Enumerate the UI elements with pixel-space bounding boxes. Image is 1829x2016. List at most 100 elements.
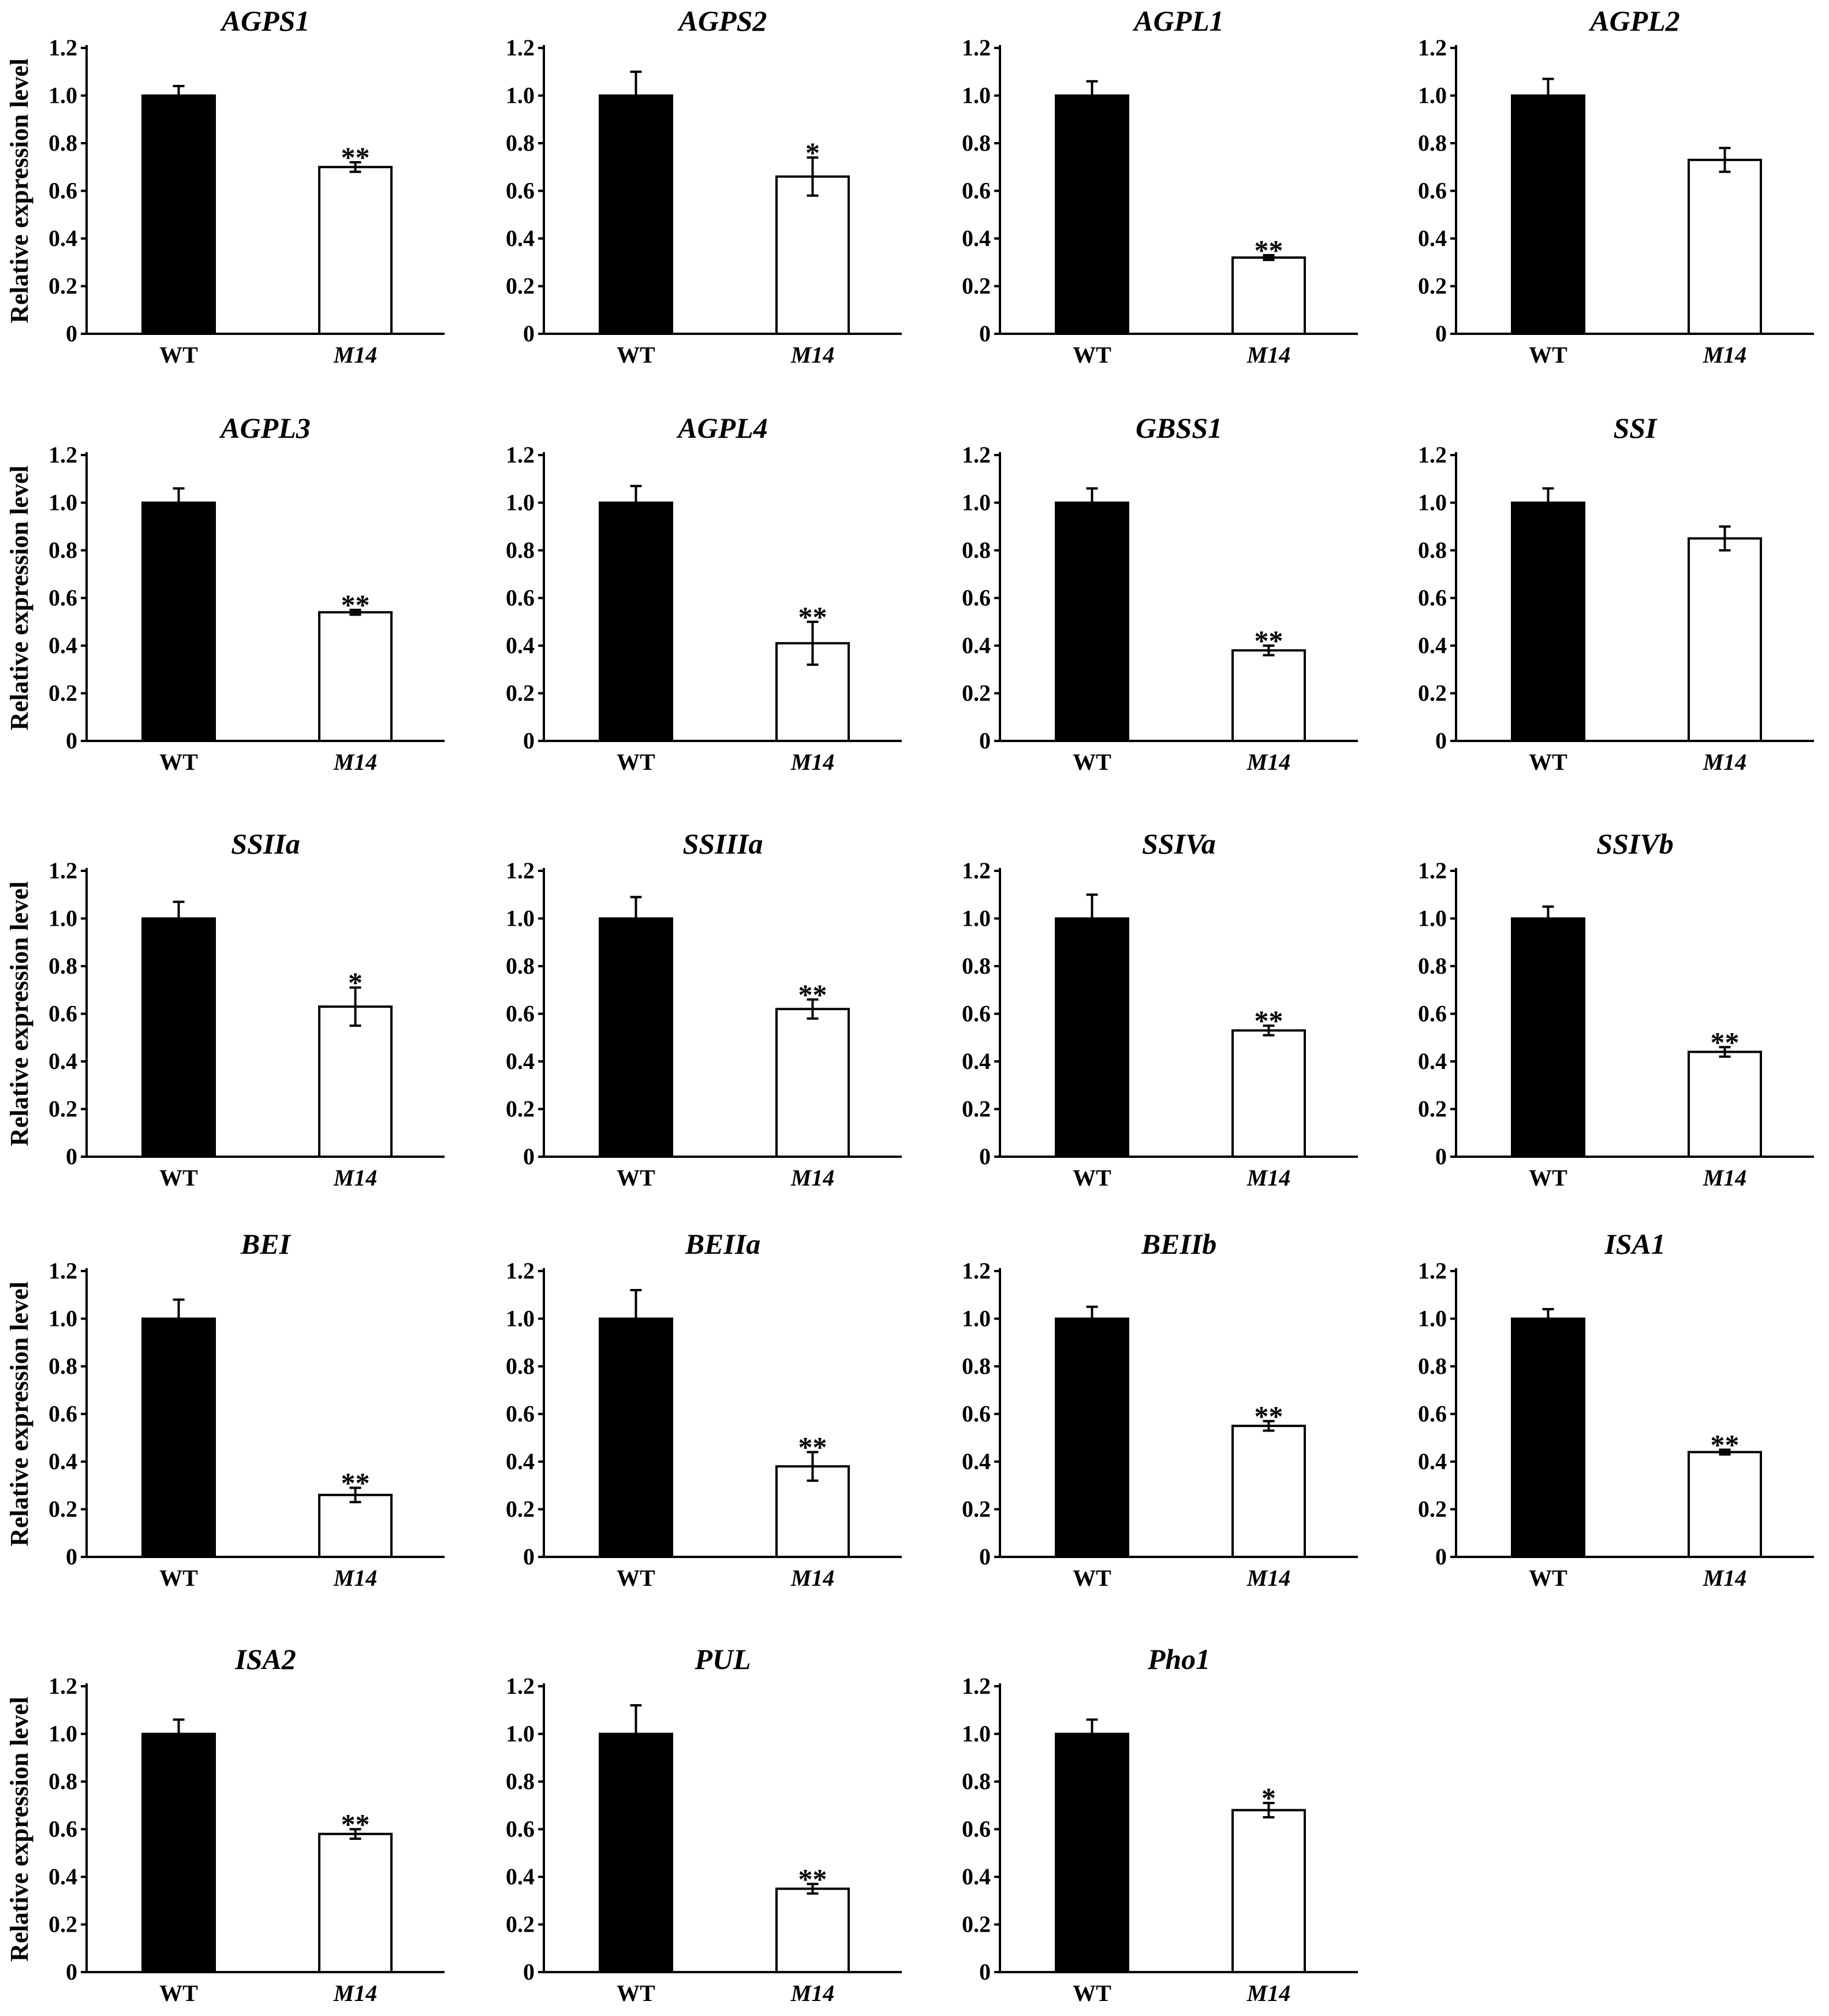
y-tick-label: 0 (979, 728, 991, 754)
error-bar-wt (1542, 487, 1554, 519)
y-tick-label: 0.6 (48, 178, 77, 204)
bar-m14 (1231, 256, 1306, 335)
y-tick-label: 0.4 (962, 225, 991, 251)
category-label-m14: M14 (333, 342, 378, 368)
bar-wt (599, 501, 673, 742)
y-tick-label: 0.2 (962, 680, 991, 706)
panel-agpl2: 0 0.2 0.4 0.6 0.8 1.0 1.2 AGPL2 WT M14 (1418, 5, 1814, 368)
error-bar-wt (1086, 80, 1098, 111)
panel-title: BEIIa (685, 1228, 761, 1260)
error-bar-wt (630, 70, 642, 121)
bar-m14 (1231, 1029, 1306, 1158)
y-tick-label: 1.0 (962, 905, 991, 931)
panel-ssiia: 0 0.2 0.4 0.6 0.8 1.0 1.2 SSIIa Relative express… (5, 828, 445, 1191)
y-tick-label: 0.4 (48, 1448, 77, 1474)
panel-ssi: 0 0.2 0.4 0.6 0.8 1.0 1.2 SSI WT M14 (1418, 412, 1814, 775)
y-tick-label: 0.2 (506, 273, 535, 299)
y-tick-label: 0.8 (1418, 537, 1447, 563)
error-bar-m14 (1719, 525, 1731, 551)
error-bar-m14 (807, 998, 819, 1020)
panel-agpl4: 0 0.2 0.4 0.6 0.8 1.0 1.2 AGPL4 WT M14 ** (506, 412, 902, 775)
category-label-wt: WT (1073, 749, 1111, 775)
y-tick-label: 0.2 (506, 680, 535, 706)
bar-wt (141, 501, 216, 742)
y-tick-label: 0.6 (506, 1401, 535, 1427)
category-label-m14: M14 (790, 749, 835, 775)
panel-title: PUL (694, 1643, 751, 1675)
y-tick-label: 1.2 (48, 858, 77, 884)
bar-wt (141, 1317, 216, 1558)
y-tick-label: 0 (979, 1143, 991, 1169)
y-tick-label: 0.8 (962, 953, 991, 979)
y-tick-label: 0.6 (48, 1816, 77, 1842)
error-bar-m14 (1719, 1448, 1731, 1456)
significance-mark: ** (1255, 1004, 1283, 1037)
y-tick-label: 0 (523, 1143, 535, 1169)
category-label-m14: M14 (333, 1165, 378, 1191)
y-tick-label: 0.4 (1418, 225, 1447, 251)
category-label-m14: M14 (1246, 749, 1291, 775)
y-tick-label: 0.8 (48, 537, 77, 563)
y-tick-label: 0.6 (506, 1816, 535, 1842)
y-tick-label: 0.4 (1418, 1048, 1447, 1074)
y-tick-label: 1.0 (48, 905, 77, 931)
y-tick-label: 0.2 (506, 1496, 535, 1522)
y-tick-label: 0 (1435, 1143, 1447, 1169)
panel-ssivb: 0 0.2 0.4 0.6 0.8 1.0 1.2 SSIVb WT M14 ** (1418, 828, 1814, 1191)
y-tick-label: 0.8 (48, 953, 77, 979)
error-bar-m14 (1263, 644, 1275, 657)
panel-title: SSIVb (1596, 828, 1673, 860)
y-tick-label: 1.0 (506, 83, 535, 109)
panel-title: BEI (240, 1228, 292, 1260)
category-label-wt: WT (159, 1980, 198, 2006)
category-label-m14: M14 (790, 1980, 835, 2006)
category-label-m14: M14 (790, 1165, 835, 1191)
y-tick-label: 0.4 (962, 1448, 991, 1474)
error-bar-m14 (1263, 1024, 1275, 1037)
y-tick-label: 0 (523, 728, 535, 754)
bar-wt (599, 94, 673, 335)
category-label-m14: M14 (1703, 1565, 1747, 1591)
category-label-wt: WT (617, 1565, 655, 1591)
y-axis-label: Relative expression level (5, 58, 33, 323)
y-tick-label: 0 (66, 1143, 77, 1169)
y-tick-label: 0.2 (1418, 680, 1447, 706)
panel-title: AGPS1 (220, 5, 310, 37)
panel-title: ISA2 (234, 1643, 296, 1675)
y-tick-label: 0.4 (48, 632, 77, 658)
y-axis-label: Relative expression level (5, 881, 33, 1146)
bar-wt (1511, 917, 1585, 1158)
error-bar-wt (173, 1718, 185, 1750)
bar-m14 (318, 166, 393, 335)
bar-m14 (318, 1005, 393, 1158)
panel-agps1: 0 0.2 0.4 0.6 0.8 1.0 1.2 AGPS1 Relative express… (5, 5, 445, 368)
y-tick-label: 0.4 (506, 632, 535, 658)
y-tick-label: 0.2 (48, 1096, 77, 1122)
panel-title: ISA1 (1604, 1228, 1666, 1260)
bar-wt (1511, 501, 1585, 742)
error-bar-wt (173, 900, 185, 937)
error-bar-m14 (1719, 1046, 1731, 1058)
panel-pul: 0 0.2 0.4 0.6 0.8 1.0 1.2 PUL WT M14 ** (506, 1643, 902, 2006)
y-tick-label: 1.0 (48, 490, 77, 516)
bar-wt (599, 917, 673, 1158)
y-tick-label: 0.2 (962, 273, 991, 299)
panel-bei: 0 0.2 0.4 0.6 0.8 1.0 1.2 BEI Relative expressio… (5, 1228, 445, 1591)
y-tick-label: 1.2 (506, 442, 535, 468)
error-bar-wt (1086, 1718, 1098, 1750)
significance-mark: ** (1711, 1026, 1740, 1058)
category-label-wt: WT (1073, 1165, 1111, 1191)
bar-m14 (1688, 1451, 1762, 1558)
error-bar-wt (1542, 77, 1554, 114)
category-label-wt: WT (1529, 749, 1567, 775)
category-label-wt: WT (159, 1565, 198, 1591)
panel-gbss1: 0 0.2 0.4 0.6 0.8 1.0 1.2 GBSS1 WT M14 ** (962, 412, 1358, 775)
error-bar-m14 (349, 1486, 361, 1504)
category-label-wt: WT (617, 749, 655, 775)
y-tick-label: 0.6 (962, 585, 991, 611)
y-tick-label: 1.2 (962, 858, 991, 884)
panel-pho1: 0 0.2 0.4 0.6 0.8 1.0 1.2 Pho1 WT M14 * (962, 1643, 1358, 2006)
significance-mark: ** (341, 1466, 370, 1499)
panel-title: SSIIa (231, 828, 300, 860)
category-label-wt: WT (1073, 342, 1111, 368)
